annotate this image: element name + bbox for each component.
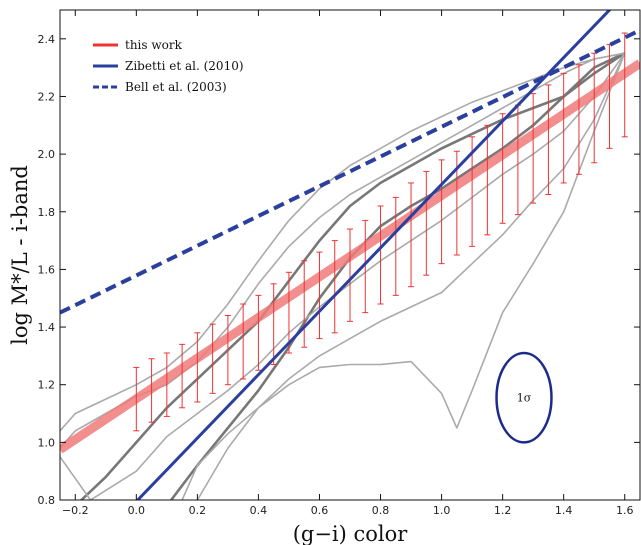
x-tick-label: 0.4 [250,504,268,517]
error-bar-13 [316,251,323,340]
error-bar-2 [148,358,155,423]
legend-label: this work [125,38,183,52]
x-tick-label: 0.2 [189,504,207,517]
legend-item-2: Zibetti et al. (2010) [93,59,244,73]
error-bar-18 [392,196,399,296]
error-bar-10 [270,283,277,366]
error-bar-15 [347,228,353,322]
y-axis-title: log M*/L - i-band [8,165,32,345]
error-bar-8 [240,303,247,380]
x-axis-title: (g−i) color [293,522,409,545]
x-tick-label: 1.6 [616,504,634,517]
sigma-label: 1σ [517,392,532,405]
error-bars-group [133,32,628,432]
error-bar-6 [209,323,216,394]
y-tick-label: 2.2 [38,90,56,103]
error-bar-5 [194,332,201,403]
y-tick-label: 2.4 [38,33,56,46]
error-bar-14 [331,240,338,334]
error-bar-30 [575,64,582,175]
y-tick-label: 1.0 [38,436,56,449]
legend: this work Zibetti et al. (2010) Bell et al… [93,38,244,94]
plot-frame [59,9,641,501]
y-tick-label: 1.8 [38,206,56,219]
x-tick-label: 0.0 [128,504,146,517]
legend-label: Zibetti et al. (2010) [125,59,244,73]
y-tick-label: 1.6 [38,263,56,276]
error-bar-11 [285,271,292,354]
error-bar-4 [179,343,186,409]
error-bar-33 [621,32,628,138]
error-bar-23 [469,136,476,247]
error-bar-28 [545,84,552,195]
error-bar-29 [560,72,567,184]
error-bar-21 [438,159,445,265]
error-bar-12 [301,260,308,348]
sigma-ellipse [495,351,553,444]
sigma-annotation-group: 1σ [495,351,553,444]
x-tick-label: 1.2 [494,504,512,517]
reference-lines-group [60,10,640,500]
x-tick-label: −0.2 [62,504,89,517]
x-tick-label: 0.6 [311,504,329,517]
y-tick-label: 1.4 [38,321,56,334]
error-bar-24 [484,124,491,236]
error-bar-1 [133,366,140,432]
error-bar-25 [499,113,506,224]
y-tick-label: 1.2 [38,379,56,392]
legend-label: Bell et al. (2003) [125,80,227,94]
error-bar-3 [163,352,170,417]
error-bar-20 [423,170,430,276]
x-tick-label: 0.8 [372,504,390,517]
error-bar-27 [530,93,537,204]
error-bar-16 [362,219,369,314]
y-tick-label: 0.8 [38,494,56,507]
error-bar-7 [224,315,231,386]
error-bar-9 [255,294,262,371]
zibetti-2010-line [135,10,612,500]
x-tick-label: 1.4 [555,504,573,517]
legend-item-3: Bell et al. (2003) [93,80,227,94]
error-bar-17 [377,205,384,305]
x-tick-label: 1.0 [433,504,451,517]
y-tick-label: 2.0 [38,148,56,161]
error-bar-19 [408,182,415,288]
legend-item-1: this work [93,38,183,52]
axes-group: −0.2 0.0 0.2 0.4 0.6 0.8 1.0 1.2 1.4 1.6 0.8 1.0 1.2… [8,9,641,545]
gray-track-7 [196,52,626,500]
